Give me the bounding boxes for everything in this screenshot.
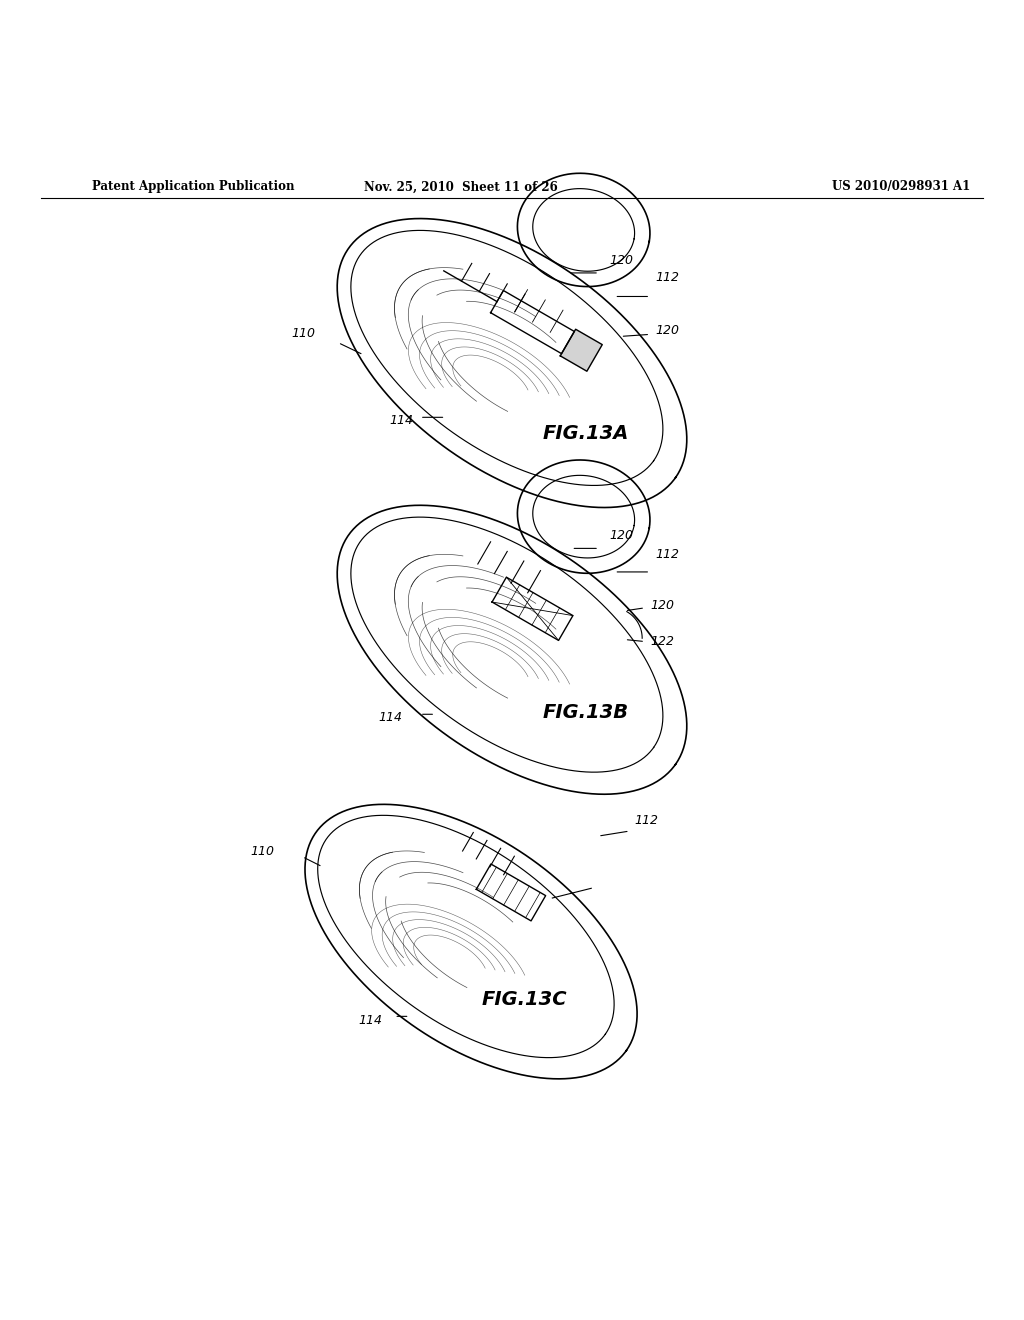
Text: FIG.13B: FIG.13B bbox=[543, 704, 629, 722]
Text: FIG.13A: FIG.13A bbox=[543, 424, 629, 442]
Text: 120: 120 bbox=[609, 529, 633, 543]
Text: 110: 110 bbox=[251, 845, 274, 858]
Text: Patent Application Publication: Patent Application Publication bbox=[92, 181, 295, 194]
Polygon shape bbox=[560, 329, 602, 371]
Text: US 2010/0298931 A1: US 2010/0298931 A1 bbox=[831, 181, 971, 194]
Text: 122: 122 bbox=[650, 635, 674, 648]
Text: 114: 114 bbox=[389, 414, 413, 428]
Polygon shape bbox=[493, 577, 572, 640]
Text: 112: 112 bbox=[655, 271, 679, 284]
Text: Nov. 25, 2010  Sheet 11 of 26: Nov. 25, 2010 Sheet 11 of 26 bbox=[364, 181, 558, 194]
Polygon shape bbox=[476, 865, 546, 921]
Polygon shape bbox=[490, 290, 574, 354]
Text: 110: 110 bbox=[292, 327, 315, 341]
Text: 112: 112 bbox=[635, 814, 658, 826]
Text: FIG.13C: FIG.13C bbox=[481, 990, 566, 1008]
Text: 114: 114 bbox=[379, 711, 402, 725]
Text: 120: 120 bbox=[650, 599, 674, 611]
Text: 120: 120 bbox=[655, 325, 679, 338]
Text: 120: 120 bbox=[609, 253, 633, 267]
Text: 114: 114 bbox=[358, 1014, 382, 1027]
Text: 112: 112 bbox=[655, 548, 679, 561]
